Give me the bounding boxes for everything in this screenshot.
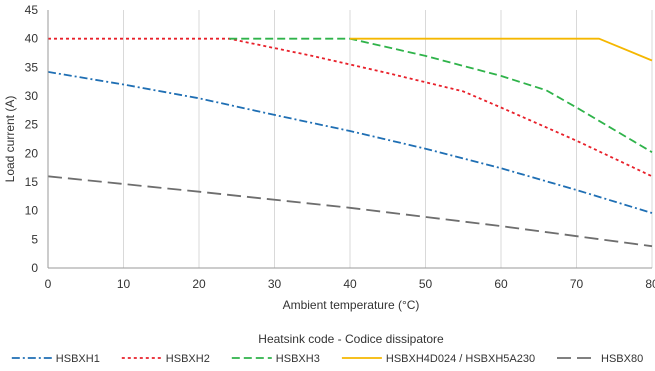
y-tick-label: 5: [31, 232, 38, 246]
y-tick-label: 30: [25, 89, 39, 103]
series-line-hsbxh3: [229, 37, 653, 153]
axes: [47, 10, 652, 269]
x-axis-label: Ambient temperature (°C): [283, 298, 420, 312]
x-tick-label: 70: [570, 277, 584, 291]
y-tick-label: 35: [25, 60, 39, 74]
x-tick-label: 40: [343, 277, 357, 291]
series-lines: [47, 37, 653, 248]
legend-label: HSBXH4D024 / HSBXH5A230: [386, 353, 535, 365]
x-tick-label: 80: [645, 277, 655, 291]
legend-label: HSBXH3: [276, 353, 320, 365]
x-tick-label: 30: [268, 277, 282, 291]
y-tick-label: 40: [25, 32, 39, 46]
x-tick-label: 0: [45, 277, 52, 291]
y-tick-label: 20: [25, 146, 39, 160]
y-tick-label: 10: [25, 204, 39, 218]
legend: HSBXH1 HSBXH2 HSBXH3 HSBXH4D024 / HSBXH5A23…: [11, 353, 643, 365]
x-tick-label: 10: [117, 277, 131, 291]
legend-item-hsbx80: HSBX80: [557, 353, 643, 365]
x-tick-label: 50: [419, 277, 433, 291]
series-line-hsbxh4d024-hsbxh5a230: [350, 37, 653, 62]
series-line-hsbxh1: [47, 71, 653, 214]
legend-item-hsbxh1: HSBXH1: [11, 353, 100, 365]
x-tick-label: 20: [192, 277, 206, 291]
tick-labels: 0 5 10 15 20 25 30 35 40 45 0 10 20 30 40 50 60 70 80: [25, 3, 655, 291]
legend-item-hsbxh3: HSBXH3: [231, 353, 320, 365]
legend-title: Heatsink code - Codice dissipatore: [258, 332, 444, 346]
x-tick-label: 60: [494, 277, 508, 291]
series-line-hsbxh2: [48, 37, 653, 178]
legend-item-hsbxh4d024-hsbxh5a230: HSBXH4D024 / HSBXH5A230: [341, 353, 535, 365]
y-tick-label: 0: [31, 261, 38, 275]
y-axis-label: Load current (A): [3, 96, 17, 183]
y-tick-label: 15: [25, 175, 39, 189]
legend-label: HSBXH2: [166, 353, 210, 365]
legend-item-hsbxh2: HSBXH2: [121, 353, 210, 365]
series-line-hsbx80: [47, 175, 653, 248]
legend-label: HSBXH1: [56, 353, 100, 365]
y-tick-label: 45: [25, 3, 39, 17]
y-tick-label: 25: [25, 118, 39, 132]
legend-label: HSBX80: [601, 353, 643, 365]
grid: [123, 10, 653, 268]
